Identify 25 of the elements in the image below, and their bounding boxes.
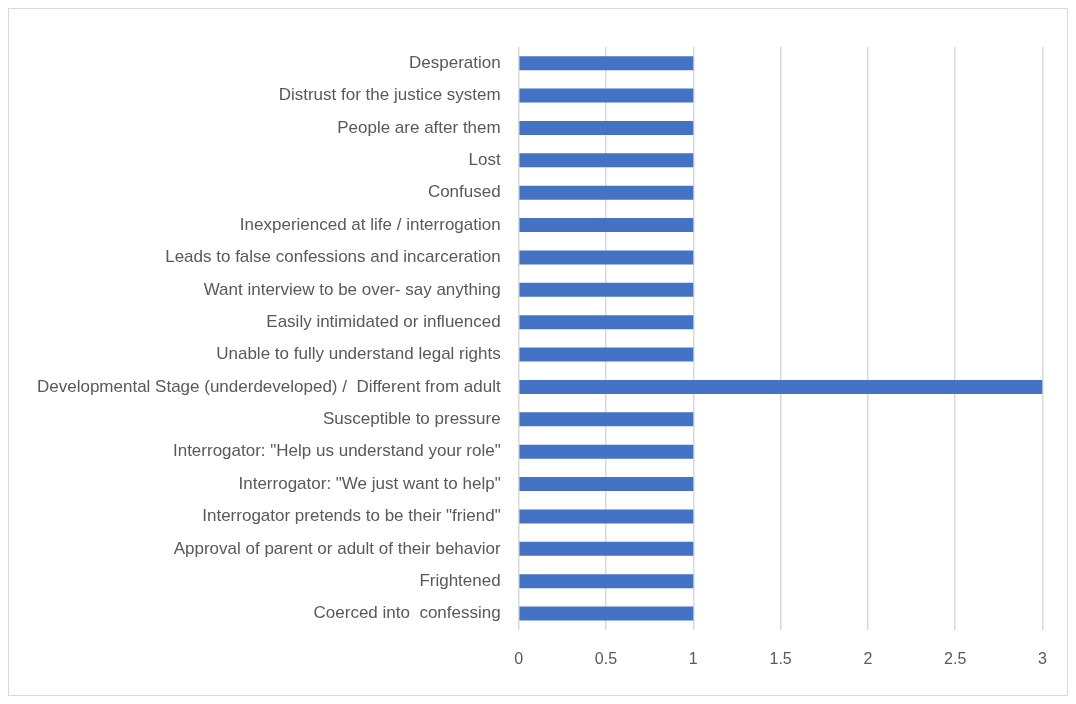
y-tick-label: Susceptible to pressure [323, 409, 501, 429]
y-tick-label: Frightened [419, 570, 501, 590]
y-tick-label: Interrogator pretends to be their "friend" [202, 506, 501, 526]
y-tick-label: Interrogator: "Help us understand your role" [172, 441, 501, 461]
y-tick-label: Desperation [409, 52, 501, 72]
y-tick-label: People are after them [337, 117, 501, 137]
y-tick-label: Coerced into confessing [313, 603, 501, 623]
x-tick-label: 0 [514, 649, 524, 667]
x-tick-label: 2 [863, 649, 873, 667]
y-tick-label: Developmental Stage (underdeveloped) / Different from adult [36, 376, 501, 396]
x-tick-label: 1 [688, 649, 698, 667]
y-tick-label: Leads to false confessions and incarceration [165, 247, 501, 267]
x-tick-label: 0.5 [594, 649, 618, 667]
x-tick-label: 3 [1038, 649, 1048, 667]
y-tick-label: Unable to fully understand legal rights [216, 344, 501, 364]
y-tick-label: Lost [468, 150, 501, 170]
y-tick-label: Inexperienced at life / interrogation [239, 214, 501, 234]
y-tick-label: Want interview to be over- say anything [203, 279, 501, 299]
x-tick-label: 1.5 [769, 649, 792, 667]
y-tick-label: Easily intimidated or influenced [266, 311, 501, 331]
y-tick-label: Interrogator: "We just want to help" [238, 473, 501, 493]
y-tick-label: Distrust for the justice system [278, 85, 501, 105]
y-tick-label: Confused [427, 182, 501, 202]
y-tick-label: Approval of parent or adult of their behavior [173, 538, 501, 558]
x-tick-label: 2.5 [944, 649, 967, 667]
